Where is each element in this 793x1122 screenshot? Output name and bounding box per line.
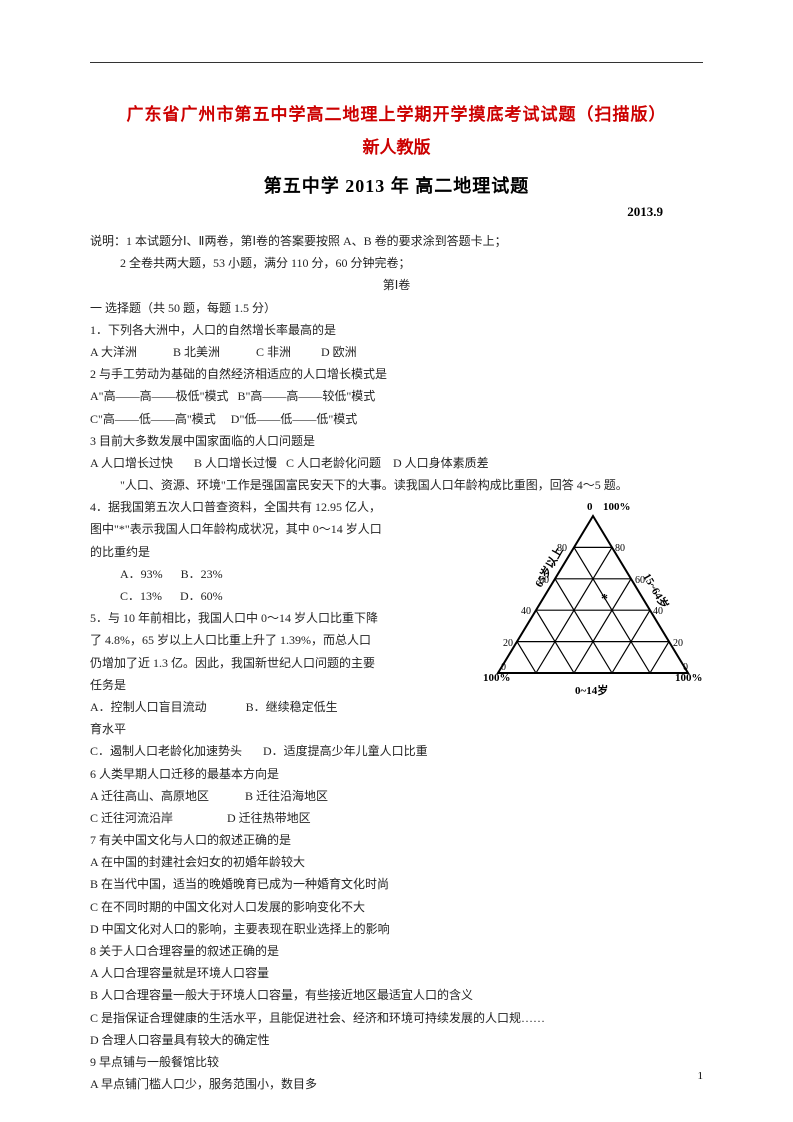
exam-date: 2013.9	[90, 204, 703, 220]
instruction-line: 2 全卷共两大题，53 小题，满分 110 分，60 分钟完卷；	[90, 252, 703, 274]
q2-options-b: C"高——低——高"模式 D"低——低——低"模式	[90, 408, 703, 430]
q9-a: A 早点铺门槛人口少，服务范围小，数目多	[90, 1073, 703, 1095]
q2-options-a: A"高——高——极低"模式 B"高——高——较低"模式	[90, 385, 703, 407]
q7-c: C 在不同时期的中国文化对人口发展的影响变化不大	[90, 896, 703, 918]
svg-text:80: 80	[615, 543, 625, 554]
q5-l3: 仍增加了近 1.3 亿。因此，我国新世纪人口问题的主要	[90, 652, 477, 674]
q4-l3: 的比重约是	[90, 541, 477, 563]
q5-l1: 5．与 10 年前相比，我国人口中 0～14 岁人口比重下降	[90, 607, 477, 629]
svg-text:100%: 100%	[483, 672, 511, 684]
q4-l1: 4．据我国第五次人口普查资料，全国共有 12.95 亿人，	[90, 496, 477, 518]
svg-text:15~64岁: 15~64岁	[640, 571, 671, 612]
q8-c: C 是指保证合理健康的生活水平，且能促进社会、经济和环境可持续发展的人口规……	[90, 1007, 703, 1029]
top-rule	[90, 62, 703, 63]
triangle-marker: *	[601, 592, 608, 607]
q8-d: D 合理人口容量具有较大的确定性	[90, 1029, 703, 1051]
svg-text:40: 40	[521, 606, 531, 617]
q8-a: A 人口合理容量就是环境人口容量	[90, 962, 703, 984]
svg-text:20: 20	[503, 638, 513, 649]
q7-d: D 中国文化对人口的影响，主要表现在职业选择上的影响	[90, 918, 703, 940]
section-header: 一 选择题（共 50 题，每题 1.5 分）	[90, 297, 703, 319]
page-number: 1	[698, 1070, 704, 1082]
q9-stem: 9 早点铺与一般餐馆比较	[90, 1051, 703, 1073]
ternary-diagram: * 0 100% 100% 100% 20 40 60 80 80 60 40 …	[483, 498, 703, 705]
q5-opts-a: A．控制人口盲目流动 B．继续稳定低生	[90, 696, 477, 718]
q1-stem: 1．下列各大洲中，人口的自然增长率最高的是	[90, 319, 703, 341]
q6-stem: 6 人类早期人口迁移的最基本方向是	[90, 763, 703, 785]
q5-opts-a2: 育水平	[90, 718, 477, 740]
svg-text:0: 0	[683, 662, 688, 673]
q45-text: 4．据我国第五次人口普查资料，全国共有 12.95 亿人， 图中"*"表示我国人…	[90, 496, 477, 740]
svg-text:0: 0	[587, 501, 593, 513]
q6-opts-b: C 迁往河流沿岸 D 迁往热带地区	[90, 807, 703, 829]
q7-b: B 在当代中国，适当的晚婚晚育已成为一种婚育文化时尚	[90, 873, 703, 895]
q3-options: A 人口增长过快 B 人口增长过慢 C 人口老龄化问题 D 人口身体素质差	[90, 452, 703, 474]
svg-text:100%: 100%	[675, 672, 703, 684]
svg-text:0~14岁: 0~14岁	[575, 683, 608, 697]
svg-text:100%: 100%	[603, 501, 631, 513]
q5-opts-b: C．遏制人口老龄化加速势头 D．适度提高少年儿童人口比重	[90, 740, 703, 762]
svg-text:20: 20	[673, 638, 683, 649]
q4-opts-b: C．13% D．60%	[90, 585, 477, 607]
q5-l4: 任务是	[90, 674, 477, 696]
q7-a: A 在中国的封建社会妇女的初婚年龄较大	[90, 851, 703, 873]
volume-label: 第Ⅰ卷	[90, 274, 703, 296]
context-45: "人口、资源、环境"工作是强国富民安天下的大事。读我国人口年龄构成比重图，回答 …	[90, 474, 703, 496]
svg-text:0: 0	[501, 662, 506, 673]
q8-b: B 人口合理容量一般大于环境人口容量，有些接近地区最适宜人口的含义	[90, 984, 703, 1006]
q8-stem: 8 关于人口合理容量的叙述正确的是	[90, 940, 703, 962]
triangle-svg: * 0 100% 100% 100% 20 40 60 80 80 60 40 …	[483, 498, 703, 698]
q7-stem: 7 有关中国文化与人口的叙述正确的是	[90, 829, 703, 851]
q4-l2: 图中"*"表示我国人口年龄构成状况，其中 0～14 岁人口	[90, 518, 477, 540]
q6-opts-a: A 迁往高山、高原地区 B 迁往沿海地区	[90, 785, 703, 807]
q1-options: A 大洋洲 B 北美洲 C 非洲 D 欧洲	[90, 341, 703, 363]
q4-opts-a: A．93% B．23%	[90, 563, 477, 585]
doc-title-main: 广东省广州市第五中学高二地理上学期开学摸底考试试题（扫描版）	[90, 100, 703, 125]
q2-stem: 2 与手工劳动为基础的自然经济相适应的人口增长模式是	[90, 363, 703, 385]
exam-header: 第五中学 2013 年 高二地理试题	[90, 172, 703, 198]
doc-title-sub: 新人教版	[90, 133, 703, 158]
q45-row: 4．据我国第五次人口普查资料，全国共有 12.95 亿人， 图中"*"表示我国人…	[90, 496, 703, 740]
q5-l2: 了 4.8%，65 岁以上人口比重上升了 1.39%，而总人口	[90, 629, 477, 651]
exam-body: 说明：1 本试题分Ⅰ、Ⅱ两卷，第Ⅰ卷的答案要按照 A、B 卷的要求涂到答题卡上；…	[90, 230, 703, 1095]
q3-stem: 3 目前大多数发展中国家面临的人口问题是	[90, 430, 703, 452]
instruction-line: 说明：1 本试题分Ⅰ、Ⅱ两卷，第Ⅰ卷的答案要按照 A、B 卷的要求涂到答题卡上；	[90, 230, 703, 252]
